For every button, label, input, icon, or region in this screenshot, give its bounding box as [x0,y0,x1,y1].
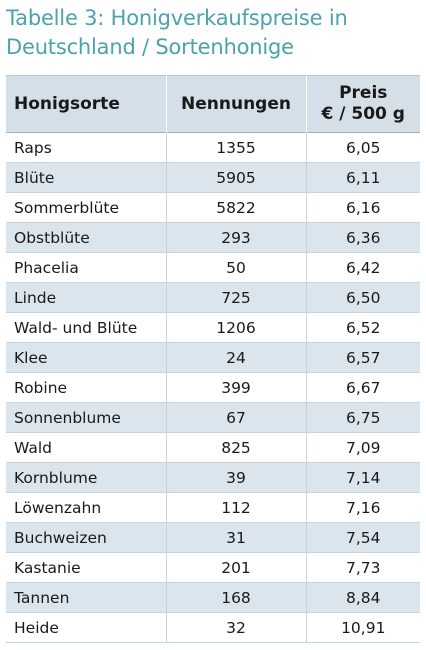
cell-nennungen: 50 [165,252,306,283]
cell-preis: 7,09 [305,432,420,463]
cell-nennungen: 1355 [165,132,306,163]
cell-preis: 6,57 [305,342,420,373]
cell-preis: 6,11 [305,162,420,193]
table-row: Phacelia 50 6,42 [6,252,420,283]
cell-honigsorte: Obstblüte [14,228,90,247]
cell-honigsorte: Raps [14,138,52,157]
table-row: Buchweizen 31 7,54 [6,522,420,553]
cell-honigsorte: Wald [14,438,52,457]
cell-preis: 7,16 [305,492,420,523]
cell-preis: 7,73 [305,552,420,583]
cell-nennungen: 293 [165,222,306,253]
cell-nennungen: 725 [165,282,306,313]
cell-preis: 10,91 [305,612,420,643]
cell-nennungen: 5905 [165,162,306,193]
column-header-preis-line-1: Preis [339,83,388,103]
cell-preis: 6,05 [305,132,420,163]
cell-honigsorte: Löwenzahn [14,498,102,517]
table-row: Obstblüte 293 6,36 [6,222,420,253]
cell-nennungen: 32 [165,612,306,643]
cell-honigsorte: Wald- und Blüte [14,318,138,337]
page-title: Tabelle 3: Honigverkaufspreise in Deutsc… [6,4,420,62]
cell-preis: 6,16 [305,192,420,223]
table-row: Löwenzahn 112 7,16 [6,492,420,523]
cell-preis: 6,75 [305,402,420,433]
table-row: Kornblume 39 7,14 [6,462,420,493]
table-row: Klee 24 6,57 [6,342,420,373]
cell-honigsorte: Blüte [14,168,55,187]
title-line-2: Deutschland / Sortenhonige [6,35,294,59]
cell-honigsorte: Kornblume [14,468,98,487]
cell-preis: 6,50 [305,282,420,313]
cell-honigsorte: Sommerblüte [14,198,120,217]
cell-nennungen: 5822 [165,192,306,223]
cell-nennungen: 67 [165,402,306,433]
cell-honigsorte: Sonnenblume [14,408,121,427]
cell-honigsorte: Buchweizen [14,528,107,547]
cell-nennungen: 825 [165,432,306,463]
table-row: Wald- und Blüte 1206 6,52 [6,312,420,343]
cell-honigsorte: Tannen [14,588,70,607]
cell-honigsorte: Kastanie [14,558,81,577]
table-row: Raps 1355 6,05 [6,132,420,163]
table-row: Blüte 5905 6,11 [6,162,420,193]
cell-honigsorte: Phacelia [14,258,79,277]
cell-nennungen: 112 [165,492,306,523]
table-row: Sonnenblume 67 6,75 [6,402,420,433]
column-header-nennungen: Nennungen [165,75,306,133]
cell-honigsorte: Heide [14,618,59,637]
cell-preis: 6,42 [305,252,420,283]
cell-preis: 7,54 [305,522,420,553]
cell-honigsorte: Klee [14,348,48,367]
table-row: Sommerblüte 5822 6,16 [6,192,420,223]
honey-price-table: Honigsorte Nennungen Preis € / 500 g Rap… [6,75,420,643]
column-header-preis: Preis € / 500 g [305,75,420,133]
column-header-honigsorte: Honigsorte [14,93,120,114]
cell-nennungen: 1206 [165,312,306,343]
column-header-preis-line-2: € / 500 g [321,104,405,124]
table-header-row: Honigsorte Nennungen Preis € / 500 g [6,75,420,133]
cell-honigsorte: Robine [14,378,68,397]
cell-preis: 6,52 [305,312,420,343]
table-row: Heide 32 10,91 [6,612,420,643]
cell-nennungen: 201 [165,552,306,583]
cell-honigsorte: Linde [14,288,57,307]
cell-nennungen: 24 [165,342,306,373]
title-line-1: Tabelle 3: Honigverkaufspreise in [6,6,348,30]
table-body: Raps 1355 6,05 Blüte 5905 6,11 Sommerblüte 5822… [6,132,420,643]
cell-preis: 7,14 [305,462,420,493]
cell-preis: 6,67 [305,372,420,403]
cell-nennungen: 399 [165,372,306,403]
table-header: Honigsorte Nennungen Preis € / 500 g [6,75,420,133]
cell-preis: 8,84 [305,582,420,613]
table-row: Robine 399 6,67 [6,372,420,403]
table-row: Wald 825 7,09 [6,432,420,463]
cell-preis: 6,36 [305,222,420,253]
table-row: Linde 725 6,50 [6,282,420,313]
cell-nennungen: 39 [165,462,306,493]
table-row: Kastanie 201 7,73 [6,552,420,583]
cell-nennungen: 31 [165,522,306,553]
cell-nennungen: 168 [165,582,306,613]
table-row: Tannen 168 8,84 [6,582,420,613]
